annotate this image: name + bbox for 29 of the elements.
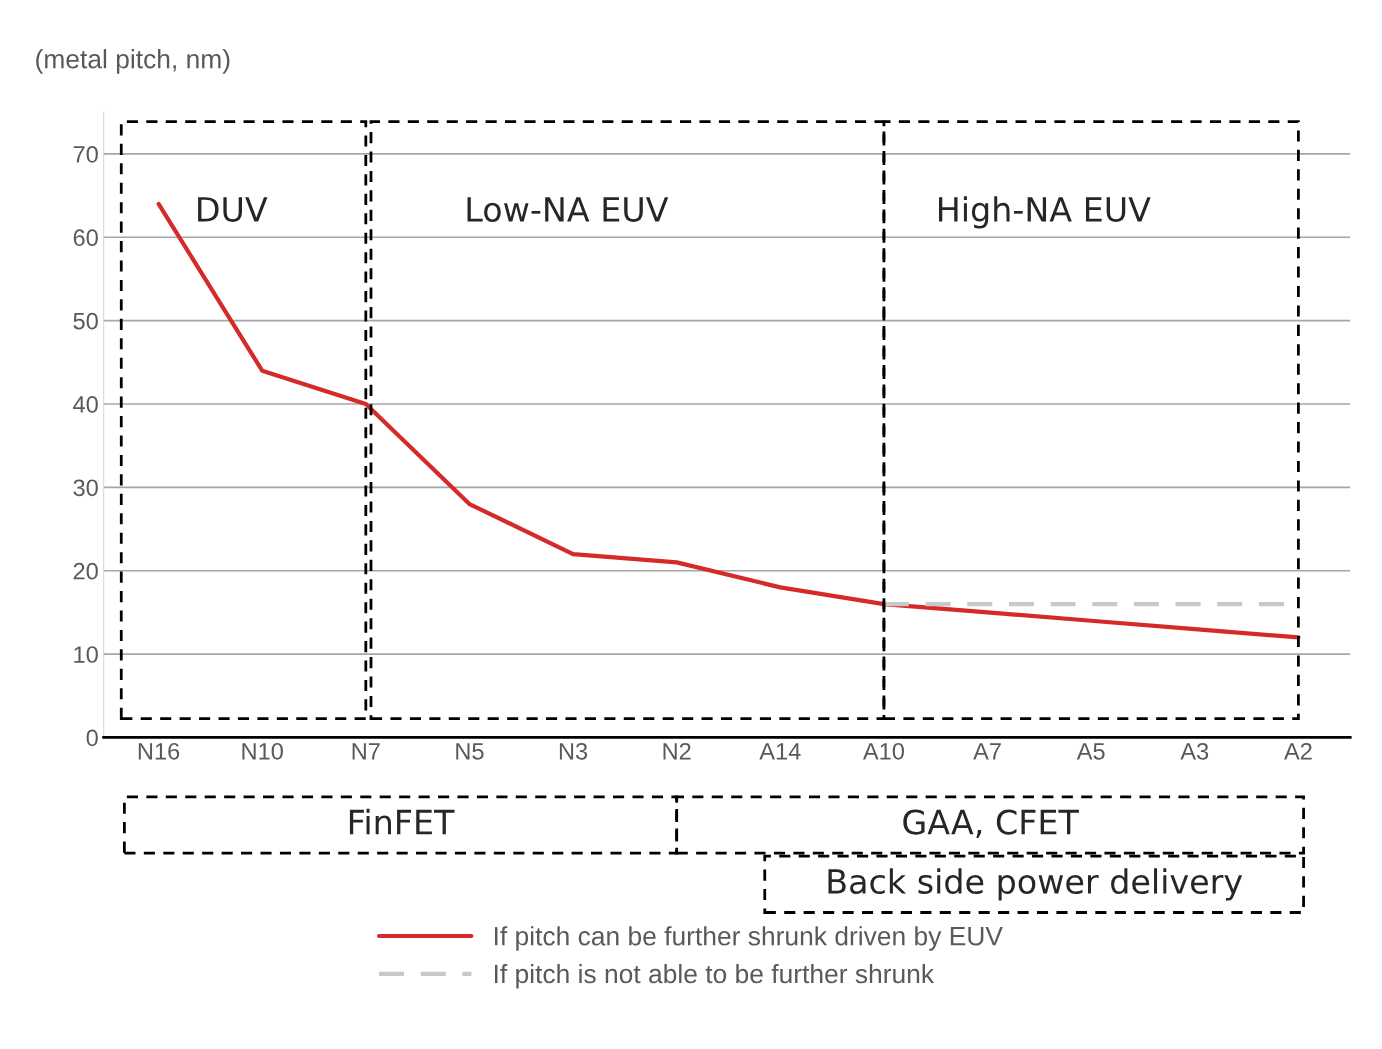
- x-tick-label: A3: [1180, 742, 1209, 760]
- y-axis-title: (metal pitch, nm): [36, 49, 230, 74]
- text: Back side power delivery: [828, 868, 1243, 901]
- y-tick-label: 70: [73, 145, 98, 163]
- y-tick-label: 30: [73, 479, 98, 497]
- x-tick-label: N2: [663, 742, 691, 760]
- x-tick-label: N5: [456, 743, 484, 760]
- legend-label: If pitch can be further shrunk driven by EUV: [494, 926, 1003, 951]
- x-tick-label: N16: [138, 742, 180, 760]
- y-tick-label: 0: [86, 729, 98, 747]
- y-tick-label: 60: [73, 229, 98, 247]
- y-tick-label: 50: [73, 312, 98, 330]
- legend-label: If pitch is not able to be further shrunk: [494, 963, 935, 989]
- x-tick-label: A2: [1284, 742, 1312, 760]
- text: FinFET: [349, 808, 455, 835]
- y-tick-label: 10: [74, 646, 98, 663]
- x-tick-label: N10: [242, 742, 283, 760]
- annotation: Low-NA EUV: [467, 197, 669, 222]
- annotation: DUV: [198, 197, 268, 222]
- x-tick-label: A5: [1076, 743, 1105, 760]
- x-tick-label: N7: [352, 743, 380, 760]
- text: GAA, CFET: [903, 809, 1079, 839]
- x-tick-label: A14: [759, 743, 801, 760]
- annotation: High-NA EUV: [939, 196, 1151, 229]
- x-tick-label: A10: [862, 742, 904, 760]
- y-tick-label: 20: [73, 562, 98, 580]
- x-tick-label: N3: [559, 742, 588, 760]
- x-tick-label: A7: [973, 743, 1001, 760]
- y-tick-label: 40: [73, 396, 98, 413]
